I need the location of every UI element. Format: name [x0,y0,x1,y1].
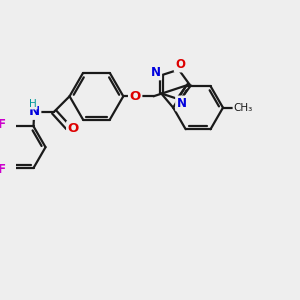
Text: F: F [0,163,6,176]
Text: N: N [29,105,40,118]
Text: CH₃: CH₃ [233,103,252,113]
Text: N: N [176,97,187,110]
Text: N: N [151,66,161,79]
Text: H: H [29,99,37,109]
Text: O: O [130,90,141,103]
Text: O: O [68,122,79,135]
Text: O: O [175,58,185,71]
Text: F: F [0,118,6,131]
